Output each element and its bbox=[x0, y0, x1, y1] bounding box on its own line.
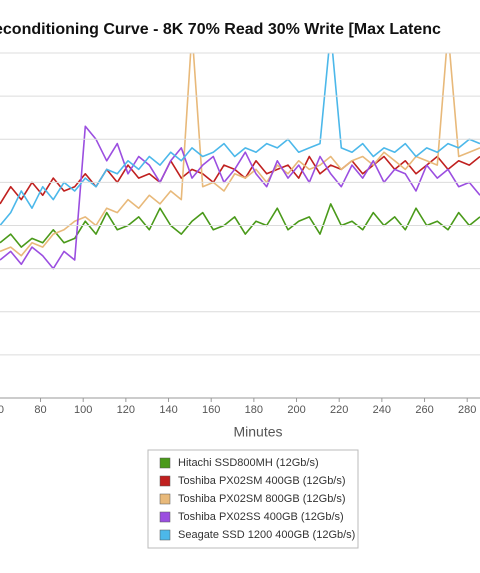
x-tick-label: 180 bbox=[245, 404, 263, 416]
x-axis-label: Minutes bbox=[233, 424, 282, 440]
legend-label: Toshiba PX02SM 400GB (12Gb/s) bbox=[178, 475, 346, 487]
x-tick-label: 100 bbox=[74, 404, 92, 416]
x-tick-label: 240 bbox=[373, 404, 391, 416]
series-line bbox=[0, 53, 480, 257]
x-tick-label: 220 bbox=[330, 404, 348, 416]
legend-label: Toshiba PX02SS 400GB (12Gb/s) bbox=[178, 511, 344, 523]
x-tick-label: 160 bbox=[202, 404, 220, 416]
series-line bbox=[0, 125, 480, 270]
legend-swatch bbox=[159, 475, 171, 487]
x-tick-label: 280 bbox=[458, 404, 476, 416]
chart-title: econditioning Curve - 8K 70% Read 30% Wr… bbox=[0, 21, 441, 38]
x-tick-label: 60 bbox=[0, 404, 4, 416]
plot-area bbox=[0, 53, 480, 270]
x-tick-label: 200 bbox=[287, 404, 305, 416]
legend-swatch bbox=[159, 511, 171, 523]
x-tick-label: 80 bbox=[34, 404, 46, 416]
series-line bbox=[0, 53, 480, 227]
x-tick-label: 260 bbox=[415, 404, 433, 416]
legend-swatch bbox=[159, 493, 171, 505]
legend-label: Toshiba PX02SM 800GB (12Gb/s) bbox=[178, 493, 346, 505]
legend-label: Hitachi SSD800MH (12Gb/s) bbox=[178, 457, 319, 469]
legend-box bbox=[147, 449, 359, 549]
series-line bbox=[0, 155, 480, 205]
x-tick-label: 140 bbox=[159, 404, 177, 416]
legend-swatch bbox=[159, 457, 171, 469]
legend-swatch bbox=[159, 529, 171, 541]
legend-label: Seagate SSD 1200 400GB (12Gb/s) bbox=[178, 529, 355, 541]
x-tick-label: 120 bbox=[117, 404, 135, 416]
